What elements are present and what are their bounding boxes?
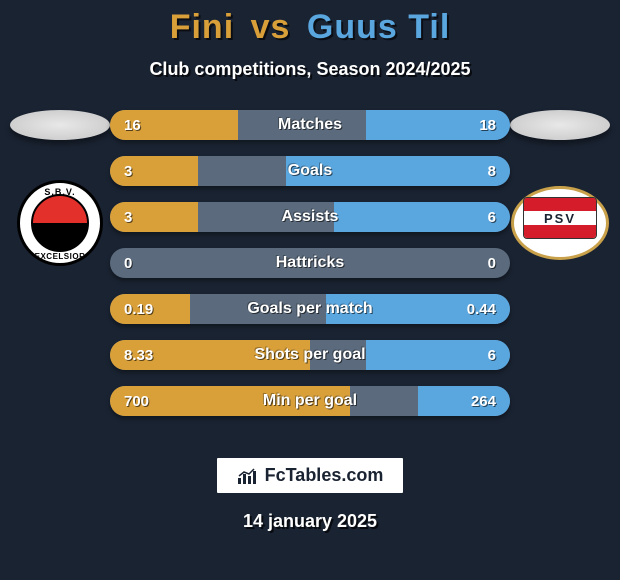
stat-row-hattricks: Hattricks0 0 [110, 248, 510, 278]
excelsior-inner-circle [31, 194, 89, 252]
bar-right [366, 340, 510, 370]
subtitle: Club competitions, Season 2024/2025 [0, 59, 620, 80]
title: Fini vs Guus Til [0, 8, 620, 47]
left-column: S.B.V. EXCELSIOR [0, 110, 120, 266]
stat-value-right: 0 [488, 248, 496, 278]
brand-text: FcTables.com [265, 465, 384, 486]
player2-name: Guus Til [307, 8, 450, 46]
bar-left [110, 294, 190, 324]
content-area: S.B.V. EXCELSIOR PSV [0, 110, 620, 450]
bar-left [110, 340, 310, 370]
stat-row-spg: Shots per goal8.336 [110, 340, 510, 370]
psv-label: PSV [544, 211, 576, 226]
right-column: PSV [500, 110, 620, 266]
bar-right [286, 156, 510, 186]
excelsior-logo: S.B.V. EXCELSIOR [17, 180, 103, 266]
chart-icon [237, 468, 257, 484]
stat-row-assists: Assists36 [110, 202, 510, 232]
excelsior-top-text: S.B.V. [20, 187, 100, 197]
stat-row-goals: Goals38 [110, 156, 510, 186]
date-text: 14 january 2025 [0, 511, 620, 532]
stat-bars: Matches1618 Goals38 Assists36 Hattricks0 0 Go… [110, 110, 510, 432]
club-badge-right: PSV [511, 180, 609, 266]
bar-left [110, 110, 238, 140]
psv-stripe-white: PSV [524, 211, 596, 224]
stat-value-left: 0 [124, 248, 132, 278]
player1-name: Fini [170, 8, 234, 46]
player2-silhouette [510, 110, 610, 140]
psv-logo: PSV [511, 186, 609, 260]
club-badge-left: S.B.V. EXCELSIOR [11, 180, 109, 266]
psv-stripe-red-top [524, 198, 596, 211]
excelsior-bottom-text: EXCELSIOR [20, 252, 100, 261]
comparison-card: Fini vs Guus Til Club competitions, Seas… [0, 0, 620, 580]
stat-row-mpg: Min per goal700264 [110, 386, 510, 416]
psv-stripe-red-bottom [524, 225, 596, 238]
brand-badge: FcTables.com [215, 456, 406, 495]
player1-silhouette [10, 110, 110, 140]
footer: FcTables.com 14 january 2025 [0, 456, 620, 532]
stat-row-gpm: Goals per match0.190.44 [110, 294, 510, 324]
vs-text: vs [251, 8, 291, 46]
stat-row-matches: Matches1618 [110, 110, 510, 140]
bar-left [110, 202, 198, 232]
stat-label: Hattricks [110, 248, 510, 278]
bar-left [110, 386, 350, 416]
bar-left [110, 156, 198, 186]
bar-right [366, 110, 510, 140]
bar-right [334, 202, 510, 232]
bar-right [326, 294, 510, 324]
bar-right [418, 386, 510, 416]
psv-flag: PSV [523, 197, 597, 239]
